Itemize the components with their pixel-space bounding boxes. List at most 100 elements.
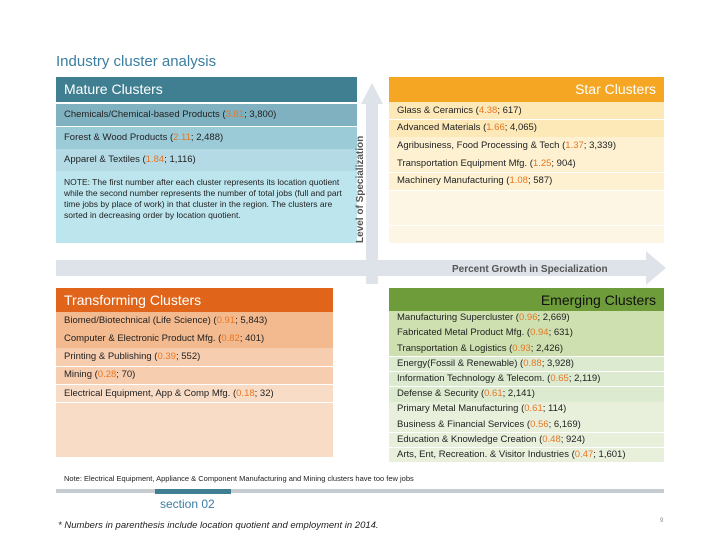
separator: ; bbox=[542, 403, 549, 415]
cluster-location-quotient: 0.96 bbox=[518, 312, 538, 324]
star-clusters-header: Star Clusters bbox=[389, 77, 664, 102]
paren-close: ) bbox=[570, 357, 574, 369]
cluster-location-quotient: 1.66 bbox=[486, 122, 505, 134]
cluster-row: Fabricated Metal Product Mfg. (0.94; 631… bbox=[389, 326, 664, 341]
paren-close: ) bbox=[597, 373, 601, 385]
cluster-row: Apparel & Textiles (1.84; 1,116) bbox=[56, 149, 357, 171]
paren-close: ) bbox=[566, 312, 570, 324]
separator: ; bbox=[244, 109, 250, 120]
cluster-employment: 4,065 bbox=[510, 122, 534, 134]
cluster-employment: 552 bbox=[181, 351, 198, 363]
cluster-row: Transportation Equipment Mfg. (1.25; 904… bbox=[389, 155, 664, 173]
cluster-name: Biomed/Biotechnical (Life Science) ( bbox=[64, 314, 217, 326]
cluster-row bbox=[389, 208, 664, 226]
cluster-row bbox=[389, 225, 664, 244]
cluster-row bbox=[56, 421, 333, 439]
cluster-name: Transportation Equipment Mfg. ( bbox=[397, 157, 533, 169]
cluster-location-quotient: 1.08 bbox=[509, 175, 528, 187]
paren-close: ) bbox=[572, 157, 576, 169]
cluster-employment: 401 bbox=[245, 332, 261, 344]
cluster-row: Manufacturing Supercluster (0.96; 2,669) bbox=[389, 311, 664, 326]
cluster-row: Defense & Security (0.61; 2,141) bbox=[389, 387, 664, 402]
cluster-employment: 1,601 bbox=[598, 449, 623, 461]
cluster-text: Advanced Materials (1.66; 4,065) bbox=[397, 122, 537, 134]
mature-clusters-header: Mature Clusters bbox=[56, 77, 357, 102]
cluster-text: Manufacturing Supercluster (0.96; 2,669) bbox=[397, 312, 570, 324]
separator: ; bbox=[583, 139, 590, 151]
cluster-row: Forest & Wood Products (2.11; 2,488) bbox=[56, 126, 357, 149]
cluster-row bbox=[56, 439, 333, 457]
cluster-name: Chemicals/Chemical-based Products ( bbox=[64, 109, 226, 120]
cluster-row: Mining (0.28; 70) bbox=[56, 366, 333, 385]
cluster-row: Machinery Manufacturing (1.08; 587) bbox=[389, 172, 664, 190]
cluster-employment: 3,928 bbox=[546, 357, 571, 369]
cluster-row: Business & Financial Services (0.56; 6,1… bbox=[389, 417, 664, 432]
paren-close: ) bbox=[132, 369, 136, 381]
cluster-name: Machinery Manufacturing ( bbox=[397, 175, 510, 187]
cluster-name: Electrical Equipment, App & Comp Mfg. ( bbox=[64, 387, 237, 399]
cluster-text: Education & Knowledge Creation (0.48; 92… bbox=[397, 434, 585, 446]
cluster-text: Mining (0.28; 70) bbox=[64, 369, 135, 381]
cluster-location-quotient: 0.39 bbox=[157, 351, 176, 363]
cluster-row: Computer & Electronic Product Mfg. (0.82… bbox=[56, 330, 333, 348]
separator: ; bbox=[164, 154, 170, 165]
cluster-employment: 924 bbox=[566, 433, 582, 445]
cluster-row: Biomed/Biotechnical (Life Science) (0.91… bbox=[56, 312, 333, 330]
cluster-text: Business & Financial Services (0.56; 6,1… bbox=[397, 419, 581, 431]
cluster-name: Glass & Ceramics ( bbox=[397, 104, 479, 116]
cluster-location-quotient: 0.91 bbox=[216, 314, 236, 326]
cluster-location-quotient: 0.88 bbox=[523, 357, 542, 369]
separator: ; bbox=[537, 312, 543, 324]
cluster-location-quotient: 1.25 bbox=[532, 157, 552, 169]
cluster-employment: 114 bbox=[548, 403, 564, 415]
cluster-location-quotient: 1.84 bbox=[145, 154, 165, 165]
cluster-text: Glass & Ceramics (4.38; 617) bbox=[397, 105, 522, 117]
section-label: section 02 bbox=[160, 497, 215, 511]
separator: ; bbox=[175, 351, 182, 363]
cluster-employment: 32 bbox=[259, 387, 271, 399]
cluster-location-quotient: 0.82 bbox=[221, 332, 240, 344]
cluster-text: Primary Metal Manufacturing (0.61; 114) bbox=[397, 403, 566, 415]
cluster-name: Advanced Materials ( bbox=[397, 122, 487, 134]
cluster-row: Advanced Materials (1.66; 4,065) bbox=[389, 119, 664, 137]
cluster-text: Chemicals/Chemical-based Products (3.81;… bbox=[64, 109, 276, 121]
cluster-row: Transportation & Logistics (0.93; 2,426) bbox=[389, 341, 664, 356]
cluster-name: Primary Metal Manufacturing ( bbox=[397, 403, 525, 415]
cluster-name: Fabricated Metal Product Mfg. ( bbox=[397, 327, 531, 339]
cluster-location-quotient: 0.61 bbox=[484, 388, 503, 400]
cluster-name: Manufacturing Supercluster ( bbox=[397, 312, 519, 324]
cluster-row: Electrical Equipment, App & Comp Mfg. (0… bbox=[56, 384, 333, 403]
cluster-row: Chemicals/Chemical-based Products (3.81;… bbox=[56, 104, 357, 126]
paren-close: ) bbox=[270, 387, 274, 399]
cluster-employment: 587 bbox=[533, 175, 550, 187]
cluster-location-quotient: 0.94 bbox=[530, 327, 549, 339]
separator: ; bbox=[502, 388, 508, 400]
y-axis-label: Level of Specialization bbox=[355, 135, 366, 243]
cluster-name: Computer & Electronic Product Mfg. ( bbox=[64, 332, 222, 344]
cluster-name: Mining ( bbox=[64, 369, 98, 381]
cluster-row: Agribusiness, Food Processing & Tech (1.… bbox=[389, 137, 664, 155]
cluster-name: Defense & Security ( bbox=[397, 388, 485, 400]
cluster-location-quotient: 0.93 bbox=[512, 342, 531, 354]
page-title: Industry cluster analysis bbox=[56, 53, 217, 70]
paren-close: ) bbox=[549, 175, 553, 187]
separator: ; bbox=[560, 433, 567, 445]
paren-close: ) bbox=[559, 342, 564, 354]
cluster-row: Information Technology & Telecom. (0.65;… bbox=[389, 371, 664, 387]
cluster-name: Arts, Ent, Recreation. & Visitor Industr… bbox=[397, 449, 575, 461]
cluster-text: Electrical Equipment, App & Comp Mfg. (0… bbox=[64, 388, 274, 400]
paren-close: ) bbox=[612, 139, 617, 151]
cluster-location-quotient: 0.48 bbox=[542, 433, 561, 445]
cluster-text: Transportation & Logistics (0.93; 2,426) bbox=[397, 343, 563, 355]
cluster-text: Biomed/Biotechnical (Life Science) (0.91… bbox=[64, 315, 267, 327]
separator: ; bbox=[527, 175, 534, 187]
cluster-employment: 2,426 bbox=[536, 342, 560, 354]
cluster-employment: 3,339 bbox=[589, 139, 613, 151]
section-divider bbox=[56, 489, 664, 493]
cluster-employment: 1,116 bbox=[169, 154, 193, 165]
paren-close: ) bbox=[569, 327, 573, 339]
paren-close: ) bbox=[581, 433, 586, 445]
cluster-text: Computer & Electronic Product Mfg. (0.82… bbox=[64, 333, 264, 345]
paren-close: ) bbox=[531, 388, 535, 400]
